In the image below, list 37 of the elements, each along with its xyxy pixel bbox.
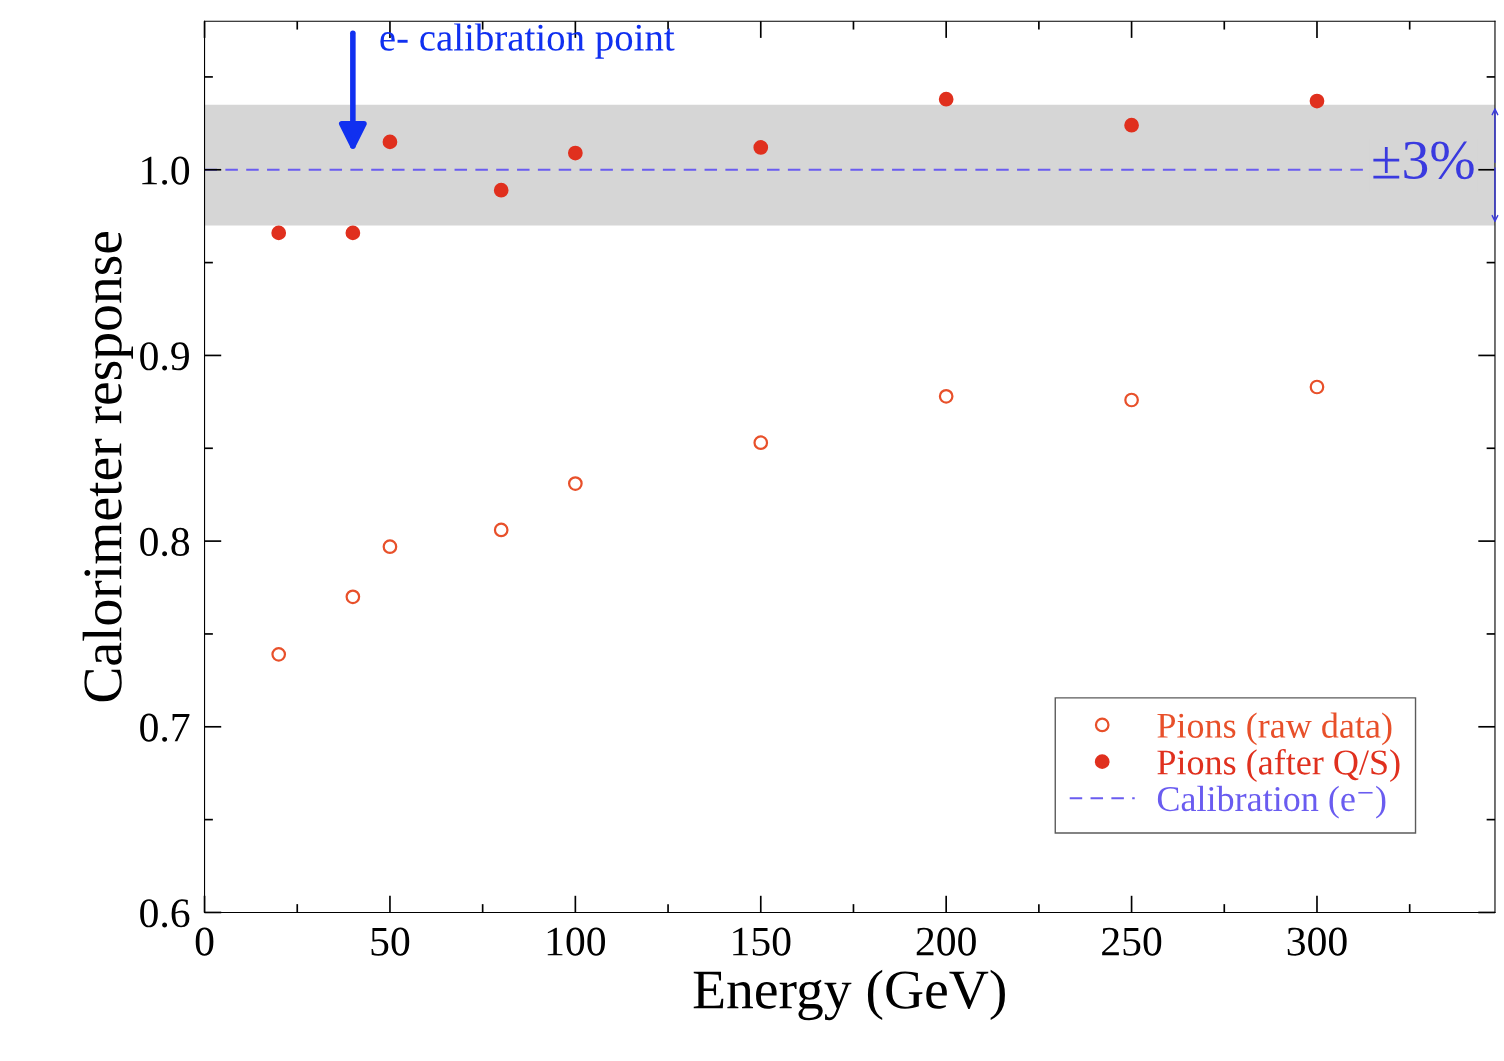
annotation: e- calibration point [380,23,675,59]
x-tick-label: 200 [916,927,976,956]
y-tick-label: 0.7 [140,713,190,742]
x-tick-label: 0 [195,927,214,956]
point [493,182,509,198]
y-tick-label: 0.6 [140,899,190,928]
point [1124,117,1139,133]
point [382,539,398,555]
y-tick-label: 0.8 [140,527,190,557]
x-tick-label: 50 [371,927,410,956]
point [1309,379,1325,395]
point [345,225,361,241]
point [938,388,954,404]
x-tick-label: 100 [547,927,606,956]
point [345,589,361,605]
legend-label: Pions (after Q/S) [1157,748,1400,782]
point [271,225,287,241]
point [1309,93,1325,109]
band-label: ±3% [1373,141,1474,180]
x-tick-label: 150 [733,927,791,956]
point [753,140,769,155]
point [271,647,287,662]
x-tick-label: 300 [1287,927,1347,956]
point [568,476,583,491]
point [1124,392,1139,408]
legend-label: Calibration (e⁻) [1157,785,1386,819]
y-axis-title: Calorimeter response [82,231,134,702]
x-tick-label: 250 [1102,927,1162,956]
legend-label: Pions (raw data) [1157,712,1392,746]
point [753,435,769,451]
point [568,145,583,161]
point [382,134,398,150]
x-axis-title: Energy (GeV) [693,969,1005,1021]
point [493,522,509,538]
y-tick-label: 0.9 [140,342,189,371]
y-tick-label: 1.0 [142,156,190,185]
point [938,91,954,107]
